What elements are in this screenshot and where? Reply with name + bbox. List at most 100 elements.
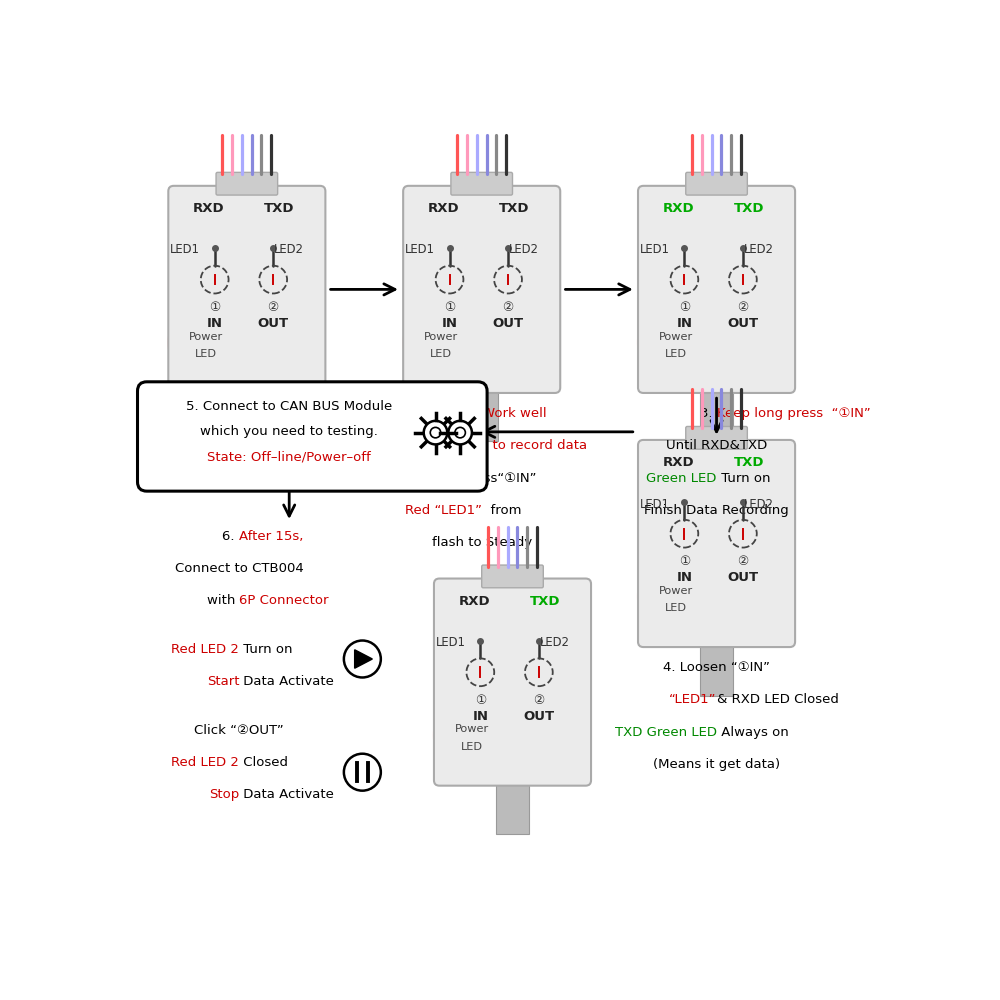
Text: Red LED 2: Red LED 2 xyxy=(171,643,239,656)
Circle shape xyxy=(643,187,719,263)
FancyBboxPatch shape xyxy=(686,172,747,195)
Bar xyxy=(231,385,263,441)
Circle shape xyxy=(440,703,503,767)
Text: 2. Connect to: 2. Connect to xyxy=(388,407,482,420)
Bar xyxy=(700,385,733,441)
Circle shape xyxy=(453,716,491,754)
Text: RXD: RXD xyxy=(428,202,459,215)
Text: TXD: TXD xyxy=(733,456,764,469)
FancyBboxPatch shape xyxy=(638,186,795,393)
Text: & RXD LED Closed: & RXD LED Closed xyxy=(717,693,838,706)
Text: ②: ② xyxy=(502,301,514,314)
Text: 4. Loosen “①IN”: 4. Loosen “①IN” xyxy=(663,661,770,674)
Circle shape xyxy=(638,558,714,635)
FancyBboxPatch shape xyxy=(638,440,795,647)
Circle shape xyxy=(448,637,507,696)
Polygon shape xyxy=(355,650,372,668)
Circle shape xyxy=(644,565,707,628)
Text: Green LED: Green LED xyxy=(646,472,717,485)
Text: Work well: Work well xyxy=(482,407,546,420)
Text: LED2: LED2 xyxy=(274,243,304,256)
Circle shape xyxy=(657,323,695,361)
FancyBboxPatch shape xyxy=(403,186,560,393)
Text: from: from xyxy=(482,504,521,517)
Text: 3.: 3. xyxy=(700,407,717,420)
Text: Turn on: Turn on xyxy=(239,643,293,656)
Text: ②: ② xyxy=(268,301,279,314)
Circle shape xyxy=(510,579,586,655)
Text: TXD: TXD xyxy=(529,595,560,608)
Text: TXD: TXD xyxy=(499,202,529,215)
Circle shape xyxy=(657,577,695,616)
Text: LED: LED xyxy=(195,349,217,359)
Circle shape xyxy=(435,262,458,285)
Circle shape xyxy=(411,239,482,309)
Bar xyxy=(496,778,529,834)
Circle shape xyxy=(417,244,476,303)
Text: TXD: TXD xyxy=(733,202,764,215)
Text: LED1: LED1 xyxy=(436,636,466,649)
Bar xyxy=(466,385,498,441)
Text: Power: Power xyxy=(189,332,223,342)
Circle shape xyxy=(739,466,764,491)
Text: flash to Steady: flash to Steady xyxy=(432,536,532,549)
Circle shape xyxy=(675,218,688,231)
Circle shape xyxy=(714,441,790,517)
Text: Turn on: Turn on xyxy=(717,472,770,485)
Text: LED2: LED2 xyxy=(509,243,539,256)
Text: LED: LED xyxy=(665,603,687,613)
Circle shape xyxy=(650,193,713,256)
Text: 5. Connect to CAN BUS Module: 5. Connect to CAN BUS Module xyxy=(186,400,392,413)
Circle shape xyxy=(745,472,758,485)
Text: ②: ② xyxy=(737,555,749,568)
FancyBboxPatch shape xyxy=(216,172,278,195)
Text: Red LED: Red LED xyxy=(192,472,247,485)
Circle shape xyxy=(676,268,687,280)
FancyBboxPatch shape xyxy=(482,565,543,588)
Circle shape xyxy=(403,304,479,380)
Text: State: Off–line/Power–off: State: Off–line/Power–off xyxy=(207,451,371,464)
Circle shape xyxy=(670,262,693,285)
Text: 6P Connector: 6P Connector xyxy=(239,594,329,607)
FancyBboxPatch shape xyxy=(138,382,487,491)
Text: with: with xyxy=(207,594,239,607)
Text: LED2: LED2 xyxy=(744,243,773,256)
FancyBboxPatch shape xyxy=(686,426,747,449)
Text: Click “②OUT”: Click “②OUT” xyxy=(194,724,284,737)
Text: RXD: RXD xyxy=(459,595,490,608)
Text: Red “LED1”: Red “LED1” xyxy=(405,504,482,517)
Text: Power: Power xyxy=(659,332,693,342)
Text: TXD Green LED: TXD Green LED xyxy=(615,726,717,739)
Text: LED1: LED1 xyxy=(170,243,200,256)
Text: LED: LED xyxy=(430,349,452,359)
Text: Power: Power xyxy=(659,586,693,596)
Text: Always on: Always on xyxy=(717,726,788,739)
Circle shape xyxy=(415,317,466,368)
Circle shape xyxy=(429,256,464,291)
Text: Start: Start xyxy=(207,675,239,688)
Text: Until RXD&TXD: Until RXD&TXD xyxy=(666,439,767,452)
Circle shape xyxy=(441,268,452,280)
Circle shape xyxy=(669,590,682,603)
Text: OUT: OUT xyxy=(258,317,289,330)
Text: ②: ② xyxy=(737,301,749,314)
Circle shape xyxy=(644,311,707,374)
Text: LED: LED xyxy=(665,349,687,359)
Text: TXD: TXD xyxy=(264,202,294,215)
Circle shape xyxy=(646,239,717,309)
Text: 6.: 6. xyxy=(222,530,239,543)
Circle shape xyxy=(726,199,777,250)
Circle shape xyxy=(423,250,470,297)
Text: (Means it get data): (Means it get data) xyxy=(653,758,780,771)
Text: Power: Power xyxy=(424,332,458,342)
Text: Keep long press  “①IN”: Keep long press “①IN” xyxy=(717,407,870,420)
Circle shape xyxy=(434,336,447,349)
Circle shape xyxy=(181,317,231,368)
Circle shape xyxy=(193,330,219,355)
Circle shape xyxy=(720,447,783,510)
Text: CAN BUS Module to record data: CAN BUS Module to record data xyxy=(376,439,587,452)
Text: ①: ① xyxy=(679,301,690,314)
Circle shape xyxy=(174,311,238,374)
FancyBboxPatch shape xyxy=(168,186,325,393)
Circle shape xyxy=(446,710,497,760)
